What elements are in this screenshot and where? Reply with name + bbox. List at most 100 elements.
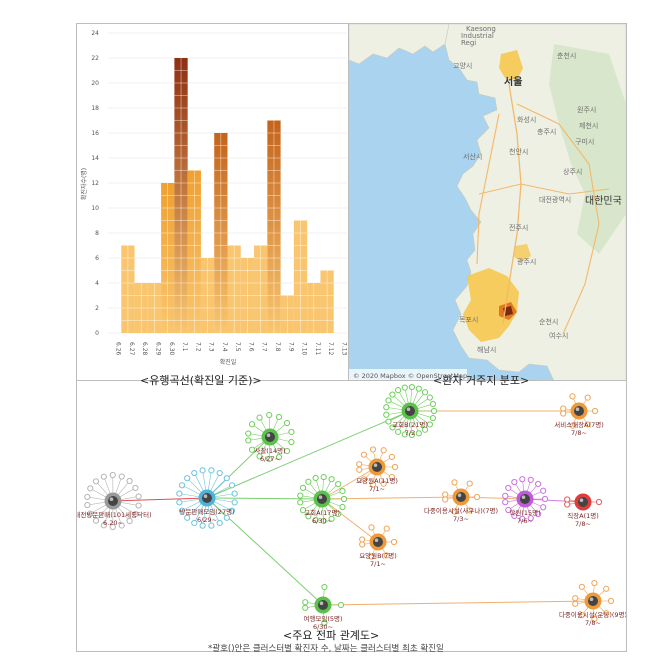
case-dot [442,496,449,503]
case-dot [297,492,304,499]
map-label-haenam: 해남시 [477,345,496,354]
case-dot [216,519,223,527]
case-dot [368,524,375,531]
case-dot [572,595,579,602]
case-dot [320,517,327,525]
case-dot [288,438,295,446]
transmission-network-panel: 대전방문판매(101세종닥터) 6.20~ 방문판매모임(27명) 6/29~ 사찰(1… [76,380,627,652]
case-dot [199,522,206,529]
cluster-date: 7/8~ [575,520,591,528]
x-tick-label: 7.4 [221,342,228,352]
case-dot [505,484,512,492]
y-tick-label: 18 [91,105,99,112]
case-dot [208,522,215,529]
case-dot [266,411,273,419]
case-dot [135,502,142,509]
case-dot [527,476,534,483]
case-dot [401,384,408,391]
highway-main [502,83,522,325]
map-label-chuncheon: 춘천시 [557,51,576,60]
cluster-hub-shine [575,407,580,411]
transmission-edge [524,498,584,503]
case-dot [408,431,415,439]
cluster-date: 6/30~ [313,623,333,631]
x-tick-label: 6.27 [128,342,135,356]
case-dot [527,515,534,522]
epidemic-curve-panel: 0 2 4 6 8 10 12 14 16 18 20 22 24 6.26 6.27 6.28 6.29 6.3… [76,23,350,382]
footnote: *괄호()안은 클러스터별 확진자 수, 날짜는 클러스터별 최초 확진일 [208,644,444,654]
case-dot [368,553,375,560]
case-dot [535,510,542,518]
x-tick-label: 7.5 [234,342,241,352]
case-dot [388,474,395,481]
case-dot [320,473,327,481]
case-dot [283,419,291,427]
case-dot [401,431,408,438]
case-dot [231,490,238,497]
cluster-hub-center [202,493,212,503]
cluster-hub-center [108,496,118,506]
cluster-node-daejeon-sale: 대전방문판매(101세종닥터)6.20~ [77,471,152,531]
cluster-label: 요양원A(11명) [356,476,398,485]
cluster-label: 다중이용시설(사우나)(7명) [424,506,498,515]
case-dot [389,424,396,431]
map-label-jecheon: 제천시 [579,121,598,130]
case-dot [511,478,518,486]
case-dot [395,428,402,435]
cluster-hub-shine [589,597,594,601]
case-dot [216,469,223,477]
x-tick-label: 6.28 [141,342,148,356]
map-label-seosan: 서산시 [463,152,482,161]
x-tick-label: 7.2 [194,342,201,352]
case-dot [442,491,449,498]
cluster-hub-shine [579,498,584,502]
y-axis-label: 확진자수(명) [80,168,88,200]
case-dot [578,583,585,590]
case-dot [356,466,363,473]
case-dot [473,493,481,501]
case-dot [369,446,377,453]
highway-west [476,113,500,265]
cluster-node-multi-a: 다중이용시설(사우나)(7명)7/3~ [424,479,498,523]
case-dot [178,482,186,489]
case-dot [584,421,591,428]
map-label-wonju: 원주시 [577,105,596,114]
case-dot [383,525,390,532]
cluster-hub-shine [109,497,114,501]
highway-cross [478,183,610,195]
case-dot [256,453,263,460]
cluster-hub-center [588,596,598,606]
attribution-bg [349,369,467,381]
case-dot [451,479,458,486]
cluster-node-sauna: 사찰(14명)6/27~ [245,411,295,463]
transmission-edge [206,497,323,500]
cluster-date: 6.20~ [103,519,123,527]
case-dot [415,385,422,392]
map-attribution: © 2020 Mapbox © OpenStreetMap [353,372,467,380]
case-dot [519,515,526,522]
cluster-label: 직장A(1명) [567,511,599,520]
cluster-hub-shine [406,407,411,411]
case-dot [519,476,526,483]
map-label-cheonan: 천안시 [509,147,528,156]
cluster-node-multi-b: 다중이용시설(운동)(9명)7/8~ [559,579,626,627]
case-dot [360,476,367,483]
case-dot [328,476,335,483]
case-dot [502,499,509,506]
case-dot [199,467,206,474]
map-label-jeonju: 전주시 [509,223,528,232]
cluster-date: 7/1~ [369,485,385,493]
case-dot [389,391,396,398]
cluster-node-travel: 여행모임(5명)6/30~ [302,583,345,631]
case-dot [564,501,571,508]
cluster-date: 6/27~ [260,455,280,463]
case-dot [132,484,139,492]
case-dot [569,393,576,400]
transmission-edge [322,600,594,606]
case-dot [297,499,304,506]
map-label-kaesong: Kaesong [466,25,496,33]
cluster-label: 방문판매모임(27명) [179,507,234,516]
case-dot [299,484,307,491]
network-caption: <주요 전파 관계도> [283,629,380,642]
case-dot [305,478,312,485]
